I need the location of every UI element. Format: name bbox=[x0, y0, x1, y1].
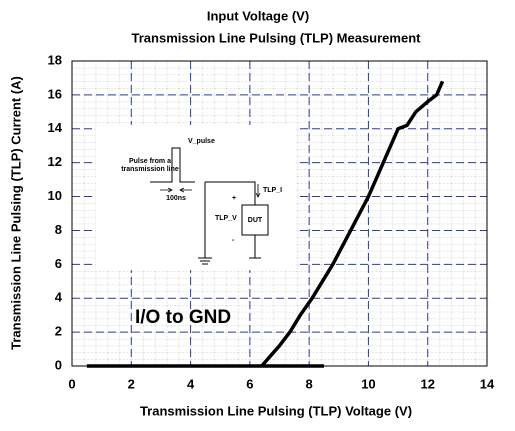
x-axis-label: Transmission Line Pulsing (TLP) Voltage … bbox=[140, 403, 412, 418]
inset-text: TLP_V bbox=[215, 215, 237, 222]
pulse-wave bbox=[150, 147, 195, 183]
y-tick-label: 4 bbox=[55, 290, 63, 305]
x-tick-label: 8 bbox=[306, 376, 313, 391]
width-arrows bbox=[160, 187, 192, 193]
y-tick-label: 14 bbox=[48, 120, 63, 135]
y-tick-label: 8 bbox=[55, 222, 62, 237]
y-tick-label: 6 bbox=[55, 256, 62, 271]
x-tick-label: 10 bbox=[361, 376, 375, 391]
inset-text: Pulse from a bbox=[129, 158, 171, 165]
y-tick-label: 18 bbox=[48, 52, 62, 67]
dut-box bbox=[241, 204, 269, 236]
annotation: I/O to GND bbox=[135, 307, 231, 328]
y-tick-label: 10 bbox=[48, 188, 62, 203]
x-tick-label: 14 bbox=[480, 376, 495, 391]
inset-text: V_pulse bbox=[188, 138, 215, 145]
current-arrow bbox=[255, 184, 261, 198]
chart-title: Input Voltage (V) bbox=[207, 8, 309, 23]
y-tick-label: 16 bbox=[48, 86, 62, 101]
inset-text: - bbox=[232, 237, 235, 244]
data-line bbox=[260, 80, 445, 368]
inset-text: + bbox=[232, 195, 236, 202]
y-tick-label: 2 bbox=[55, 324, 62, 339]
x-tick-label: 12 bbox=[420, 376, 434, 391]
y-tick-label: 12 bbox=[48, 154, 62, 169]
inset-text: transmission line bbox=[121, 166, 179, 173]
x-tick-label: 2 bbox=[128, 376, 135, 391]
chart-subtitle: Transmission Line Pulsing (TLP) Measurem… bbox=[132, 30, 422, 45]
y-axis-label: Transmission Line Pulsing (TLP) Current … bbox=[8, 76, 23, 350]
circuit-wires bbox=[198, 181, 261, 265]
inset-text: DUT bbox=[248, 217, 263, 224]
inset-box bbox=[96, 125, 296, 270]
y-tick-label: 0 bbox=[55, 357, 62, 372]
x-tick-label: 0 bbox=[68, 376, 75, 391]
x-tick-label: 6 bbox=[246, 376, 253, 391]
inset-text: 100ns bbox=[166, 195, 186, 202]
x-tick-label: 4 bbox=[187, 376, 195, 391]
inset-diagram: V_pulse Pulse from a transmission line 1… bbox=[96, 125, 296, 270]
inset-text: TLP_I bbox=[263, 187, 282, 194]
